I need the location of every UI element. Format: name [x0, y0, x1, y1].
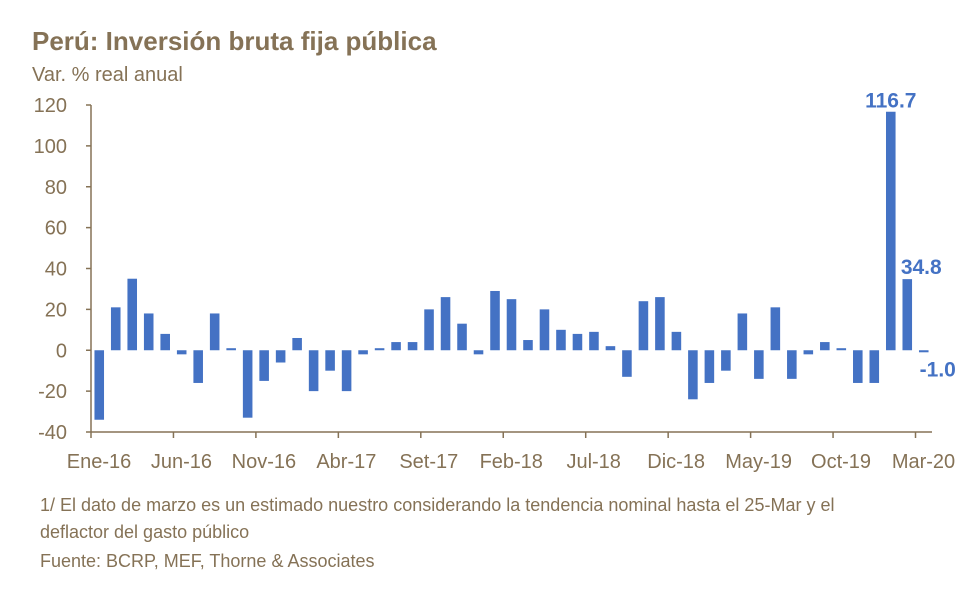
bar — [737, 313, 748, 351]
bar — [539, 309, 550, 351]
x-tick-label: Jun-16 — [151, 451, 212, 473]
x-tick-label: Abr-17 — [316, 451, 376, 473]
footnote-line-1: 1/ El dato de marzo es un estimado nuest… — [40, 495, 835, 515]
x-tick-label: Set-17 — [399, 451, 458, 473]
bar — [770, 307, 781, 351]
x-tick-label: Oct-19 — [811, 451, 871, 473]
bar — [688, 350, 698, 400]
y-tick-label: 0 — [56, 340, 67, 362]
y-tick-label: 120 — [34, 95, 67, 117]
bar — [160, 333, 170, 351]
bar — [704, 350, 715, 383]
bar — [836, 348, 847, 351]
x-tick-label: Feb-18 — [480, 451, 543, 473]
bar — [721, 350, 731, 371]
y-tick-label: -20 — [38, 381, 67, 403]
footnote-line-2: deflactor del gasto público — [40, 522, 250, 542]
bar — [424, 309, 434, 351]
y-tick-label: 60 — [45, 218, 67, 240]
bar — [292, 337, 302, 351]
source-note: Fuente: BCRP, MEF, Thorne & Associates — [40, 551, 375, 571]
bar — [589, 331, 599, 351]
y-tick-label: 20 — [45, 299, 67, 321]
bar — [820, 342, 830, 351]
bar — [209, 313, 220, 351]
bar — [94, 350, 105, 420]
bar — [638, 301, 649, 351]
data-label: 116.7 — [865, 90, 916, 113]
bar — [655, 297, 665, 351]
y-tick-label: 40 — [45, 259, 67, 281]
bar — [110, 307, 121, 351]
bar — [787, 350, 797, 379]
data-label: -1.0 — [920, 358, 956, 381]
bar — [176, 350, 187, 355]
bar — [902, 279, 913, 351]
bar — [275, 350, 286, 363]
bar — [143, 313, 154, 351]
bar — [803, 350, 814, 355]
bar — [358, 350, 368, 355]
bar — [490, 290, 500, 351]
bar — [671, 331, 682, 351]
bar — [325, 350, 335, 371]
bar — [869, 350, 880, 383]
bar — [440, 297, 451, 351]
y-tick-label: 100 — [34, 136, 67, 158]
bar — [391, 342, 401, 351]
x-tick-label: Dic-18 — [647, 451, 705, 473]
bar — [341, 350, 352, 392]
bar — [572, 333, 583, 351]
bar — [259, 350, 269, 381]
x-tick-label: Jul-18 — [566, 451, 620, 473]
bar — [242, 350, 253, 418]
x-tick-label: May-19 — [725, 451, 792, 473]
bar — [127, 278, 138, 351]
bar — [193, 350, 203, 383]
y-tick-label: -40 — [38, 422, 67, 444]
chart-title: Perú: Inversión bruta fija pública — [32, 26, 437, 56]
bar — [226, 348, 236, 351]
bar — [605, 346, 616, 351]
bar — [308, 350, 319, 392]
bar — [754, 350, 764, 379]
bar — [457, 323, 467, 351]
bar — [622, 350, 632, 377]
bar — [407, 342, 418, 351]
bar — [885, 111, 896, 351]
data-label: 34.8 — [901, 256, 942, 279]
chart-subtitle: Var. % real anual — [32, 64, 183, 86]
x-tick-label: Ene-16 — [67, 451, 132, 473]
y-tick-label: 80 — [45, 177, 67, 199]
bar — [523, 340, 533, 351]
bar — [506, 299, 517, 351]
bar — [853, 350, 863, 383]
x-tick-label: Mar-20 — [892, 451, 955, 473]
bar — [556, 329, 566, 351]
bar — [473, 350, 484, 355]
bar — [918, 350, 929, 353]
x-tick-label: Nov-16 — [232, 451, 296, 473]
bar — [374, 348, 385, 351]
